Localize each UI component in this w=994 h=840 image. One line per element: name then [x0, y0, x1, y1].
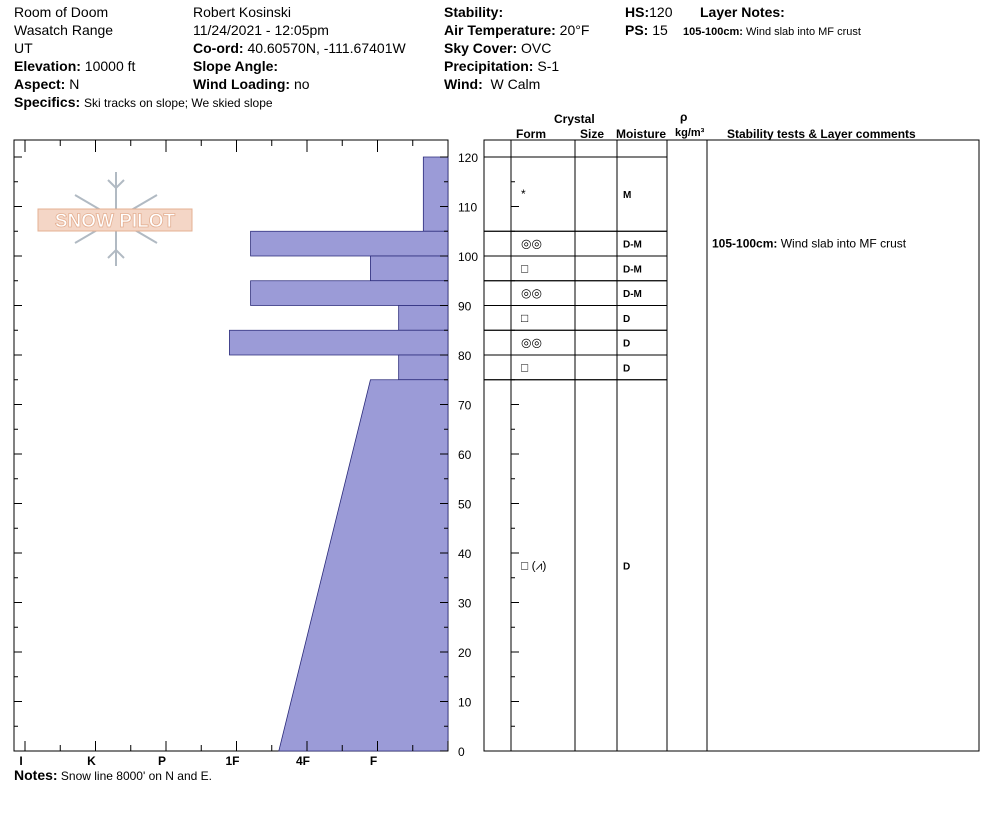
density-rho: ρ	[680, 110, 688, 124]
y-tick-label: 110	[458, 201, 477, 215]
y-tick-label: 100	[458, 250, 478, 264]
hardness-tick-label: F	[370, 754, 377, 768]
grain-form: ◎◎	[521, 237, 542, 251]
y-tick-label: 40	[458, 547, 472, 561]
location-name: Room of Doom	[14, 4, 109, 20]
grain-form: □	[521, 360, 528, 374]
hardness-chart: 0 10 20 30 40 50 60 70 80 90 100 110 120 I K P 1F 4F F	[13, 139, 478, 768]
crystal-header: Crystal	[554, 112, 595, 126]
precipitation: Precipitation: S-1	[444, 58, 560, 74]
density-unit: kg/m³	[675, 127, 705, 139]
size-header: Size	[580, 127, 605, 141]
layer-moisture: D	[623, 363, 630, 374]
layer-moisture: M	[623, 190, 631, 201]
layer-table-frame	[483, 139, 980, 752]
layer-moisture: D	[623, 339, 630, 350]
y-tick-label: 50	[458, 498, 472, 512]
hardness-layer	[250, 230, 449, 257]
layer-notes-heading: Layer Notes:	[700, 4, 785, 20]
logo-text: SNOW PILOT	[55, 211, 176, 232]
slope-angle: Slope Angle:	[193, 58, 279, 74]
stability: Stability:	[444, 4, 504, 20]
air-temperature: Air Temperature: 20°F	[444, 22, 590, 38]
pit-score: PS: 15	[625, 22, 668, 38]
aspect: Aspect: N	[14, 76, 80, 92]
hardness-layer	[229, 329, 449, 356]
height-of-snow: HS:120	[625, 4, 673, 20]
stability-comments-header: Stability tests & Layer comments	[727, 127, 916, 141]
hardness-tick-label: P	[158, 754, 166, 768]
coordinates: Co-ord: 40.60570N, -111.67401W	[193, 40, 406, 56]
y-tick-label: 60	[458, 448, 472, 462]
wind-loading: Wind Loading: no	[193, 76, 310, 92]
state: UT	[14, 40, 33, 56]
hardness-layer	[398, 354, 449, 381]
elevation: Elevation: 10000 ft	[14, 58, 136, 74]
hardness-layer	[250, 280, 449, 306]
mountain-range: Wasatch Range	[14, 22, 114, 38]
layer-moisture: D-M	[623, 264, 642, 275]
grain-form: *	[521, 187, 526, 201]
grain-form: ◎◎	[521, 286, 542, 300]
y-tick-label: 30	[458, 597, 472, 611]
sky-cover: Sky Cover: OVC	[444, 40, 552, 56]
layer-comment: 105-100cm: Wind slab into MF crust	[712, 237, 907, 251]
layer-note: 105-100cm: Wind slab into MF crust	[683, 26, 861, 38]
form-header: Form	[516, 127, 546, 141]
hardness-tick-label: 4F	[296, 754, 310, 768]
hardness-tick-label: 1F	[225, 754, 239, 768]
grain-form: □	[521, 311, 528, 325]
moisture-header: Moisture	[616, 127, 667, 141]
hardness-tick-label: I	[19, 754, 22, 768]
grain-form: □ (⩘)	[521, 558, 546, 572]
y-tick-label: 80	[458, 349, 472, 363]
notes: Notes: Snow line 8000' on N and E.	[14, 767, 212, 783]
layer-moisture: D	[623, 314, 630, 325]
hardness-layer	[398, 305, 449, 331]
y-tick-label: 70	[458, 399, 472, 413]
y-tick-label: 120	[458, 151, 478, 165]
specifics: Specifics: Ski tracks on slope; We skied…	[14, 94, 273, 110]
layer-moisture: D	[623, 561, 630, 572]
snowpilot-logo: SNOW PILOT	[37, 172, 193, 266]
grain-form: □	[521, 261, 528, 275]
observation-datetime: 11/24/2021 - 12:05pm	[193, 22, 329, 38]
logo-band	[37, 208, 193, 232]
layer-table: * M ◎◎ D-M 105-100cm: Wind slab into MF crus…	[483, 139, 980, 752]
wind: Wind: W Calm	[444, 76, 541, 92]
hardness-tick-label: K	[87, 754, 96, 768]
grain-form: ◎◎	[521, 336, 542, 350]
layer-moisture: D-M	[623, 240, 642, 251]
layer-moisture: D-M	[623, 289, 642, 300]
y-tick-label: 0	[458, 745, 465, 759]
hardness-layer	[370, 255, 449, 282]
y-tick-label: 20	[458, 646, 472, 660]
y-tick-label: 10	[458, 696, 472, 710]
hardness-layer	[422, 156, 449, 232]
observer-name: Robert Kosinski	[193, 4, 292, 20]
y-tick-label: 90	[458, 300, 472, 314]
